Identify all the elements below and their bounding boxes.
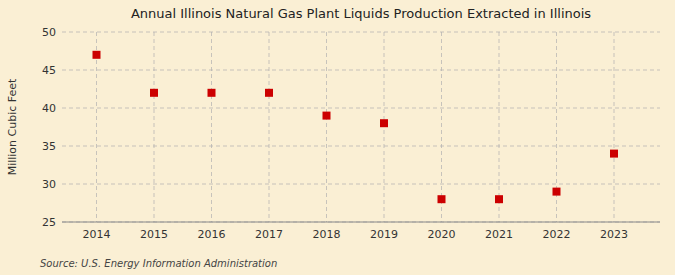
point (93, 51, 101, 59)
x-tick-label: 2014 (83, 228, 111, 241)
point (553, 188, 561, 196)
x-tick-label: 2022 (543, 228, 571, 241)
point (610, 150, 618, 158)
y-tick-label: 25 (42, 216, 56, 229)
x-axis-line (62, 222, 660, 223)
x-grid-line (499, 32, 500, 222)
y-tick-label: 35 (42, 140, 56, 153)
point (323, 112, 331, 120)
y-grid-line (62, 32, 660, 33)
x-tick-label: 2019 (370, 228, 398, 241)
axes: 25 30 35 40 45 50 2014 2015 2016 2017 2018 2019 2020… (42, 26, 660, 241)
point (150, 89, 158, 97)
x-tick-label: 2015 (140, 228, 168, 241)
y-tick-label: 30 (42, 178, 56, 191)
point (438, 195, 446, 203)
y-grid-line (62, 70, 660, 71)
x-grid-line (614, 32, 615, 222)
x-tick-label: 2017 (255, 228, 283, 241)
point (495, 195, 503, 203)
y-tick-label: 50 (42, 26, 56, 39)
y-tick-label: 40 (42, 102, 56, 115)
x-grid-line (211, 32, 212, 222)
y-grid-line (62, 108, 660, 109)
y-grid-line (62, 146, 660, 147)
x-grid-line (96, 32, 97, 222)
y-axis-label: Million Cubic Feet (6, 78, 19, 175)
chart: 25 30 35 40 45 50 2014 2015 2016 2017 2018 2019 2020… (0, 0, 675, 275)
title: Annual Illinois Natural Gas Plant Liquid… (131, 6, 591, 21)
x-grid-line (441, 32, 442, 222)
y-grid-line (62, 184, 660, 185)
points (93, 51, 619, 203)
source-note: Source: U.S. Energy Information Administ… (40, 258, 277, 269)
x-grid-line (326, 32, 327, 222)
point (380, 119, 388, 127)
x-tick-label: 2018 (313, 228, 341, 241)
grid (62, 32, 660, 222)
x-grid-line (154, 32, 155, 222)
y-tick-label: 45 (42, 64, 56, 77)
x-tick-label: 2016 (198, 228, 226, 241)
x-tick-label: 2020 (428, 228, 456, 241)
x-tick-label: 2021 (485, 228, 513, 241)
background (0, 0, 675, 275)
y-grid-line (62, 222, 660, 223)
x-grid-line (269, 32, 270, 222)
x-tick-label: 2023 (600, 228, 628, 241)
point (208, 89, 216, 97)
point (265, 89, 273, 97)
